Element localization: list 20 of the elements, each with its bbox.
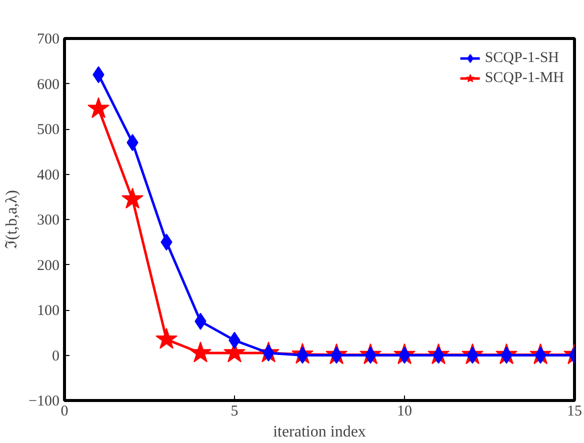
y-tick-label: 100 (37, 303, 60, 319)
legend-label: SCQP-1-SH (484, 50, 559, 66)
y-tick-label: 700 (37, 32, 60, 48)
y-axis-title: ℑ(t,b,a,λ) (4, 190, 21, 249)
y-tick-label: 500 (37, 122, 60, 138)
y-tick-label: 200 (37, 258, 60, 274)
point (156, 328, 178, 349)
y-tick-label: 400 (37, 167, 60, 184)
y-tick-label: 300 (37, 212, 60, 228)
x-axis-title: iteration index (273, 424, 366, 440)
point (122, 188, 144, 209)
x-tick-label: 15 (567, 404, 582, 420)
y-tick-label: 600 (37, 76, 60, 93)
y-tick-label: 0 (52, 348, 60, 364)
x-tick-label: 10 (397, 404, 412, 420)
point (88, 97, 110, 118)
point (190, 341, 212, 362)
legend-label: SCQP-1-MH (484, 70, 564, 86)
y-tick-label: −100 (28, 394, 60, 410)
x-tick-label: 5 (230, 404, 238, 420)
